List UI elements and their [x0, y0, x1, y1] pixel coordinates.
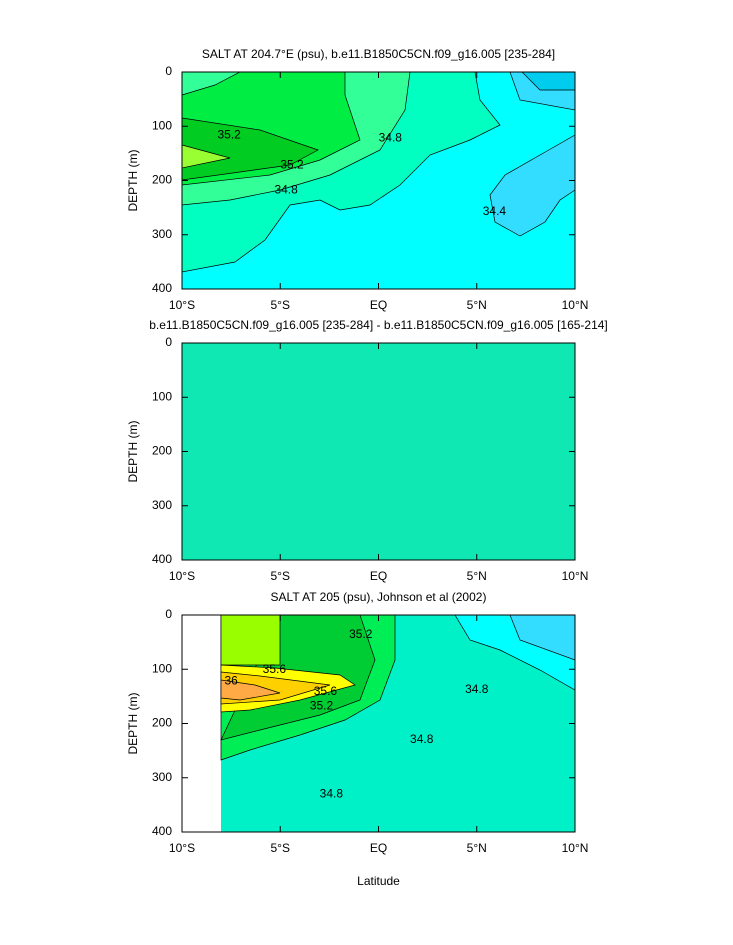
y-tick-label: 200 [152, 716, 172, 730]
contour-label: 35.6 [263, 662, 287, 676]
x-tick-label: 10°S [169, 841, 195, 855]
contour-label: 34.4 [483, 204, 507, 218]
y-tick-label: 100 [152, 389, 172, 403]
y-axis-label: DEPTH (m) [126, 421, 140, 483]
y-tick-label: 200 [152, 444, 172, 458]
y-tick-label: 400 [152, 281, 172, 295]
x-tick-label: 5°S [271, 569, 290, 583]
contour-fills [182, 614, 576, 833]
contour-label: 34.8 [410, 732, 434, 746]
x-tick-label: 10°N [562, 298, 589, 312]
contour-label: 35.2 [349, 627, 373, 641]
y-tick-label: 0 [165, 64, 172, 78]
y-tick-label: 0 [165, 335, 172, 349]
x-tick-label: 10°N [562, 569, 589, 583]
chart-title: SALT AT 205 (psu), Johnson et al (2002) [271, 590, 487, 604]
x-tick-label: EQ [370, 298, 387, 312]
contour-label: 35.2 [310, 698, 334, 712]
x-tick-label: 5°S [271, 298, 290, 312]
chart-title: b.e11.B1850C5CN.f09_g16.005 [235-284] - … [149, 318, 608, 332]
y-tick-label: 0 [165, 607, 172, 621]
plot-background [182, 343, 575, 560]
y-tick-label: 100 [152, 118, 172, 132]
y-tick-label: 200 [152, 173, 172, 187]
x-tick-label: 10°S [169, 569, 195, 583]
x-tick-label: EQ [370, 841, 387, 855]
chart-title: SALT AT 204.7°E (psu), b.e11.B1850C5CN.f… [202, 47, 555, 61]
contour-label: 34.8 [320, 787, 344, 801]
x-axis-label: Latitude [357, 874, 400, 888]
contour-label: 35.2 [217, 128, 241, 142]
contour-label: 35.2 [280, 157, 304, 171]
y-tick-label: 100 [152, 661, 172, 675]
x-tick-label: EQ [370, 569, 387, 583]
y-tick-label: 300 [152, 227, 172, 241]
y-axis-label: DEPTH (m) [126, 150, 140, 212]
y-axis-label: DEPTH (m) [126, 693, 140, 755]
y-tick-label: 300 [152, 498, 172, 512]
contour-label: 36 [224, 673, 238, 687]
x-tick-label: 10°S [169, 298, 195, 312]
contour-label: 35.6 [314, 684, 338, 698]
x-tick-label: 5°N [467, 841, 487, 855]
x-tick-label: 5°S [271, 841, 290, 855]
contour-label: 34.8 [274, 182, 298, 196]
x-tick-label: 10°N [562, 841, 589, 855]
no-data [182, 615, 221, 833]
x-tick-label: 5°N [467, 569, 487, 583]
contour-label: 34.8 [465, 682, 489, 696]
contour-label: 34.8 [379, 130, 403, 144]
y-tick-label: 400 [152, 552, 172, 566]
y-tick-label: 300 [152, 770, 172, 784]
x-tick-label: 5°N [467, 298, 487, 312]
contour-fills [181, 71, 576, 273]
y-tick-label: 400 [152, 824, 172, 838]
